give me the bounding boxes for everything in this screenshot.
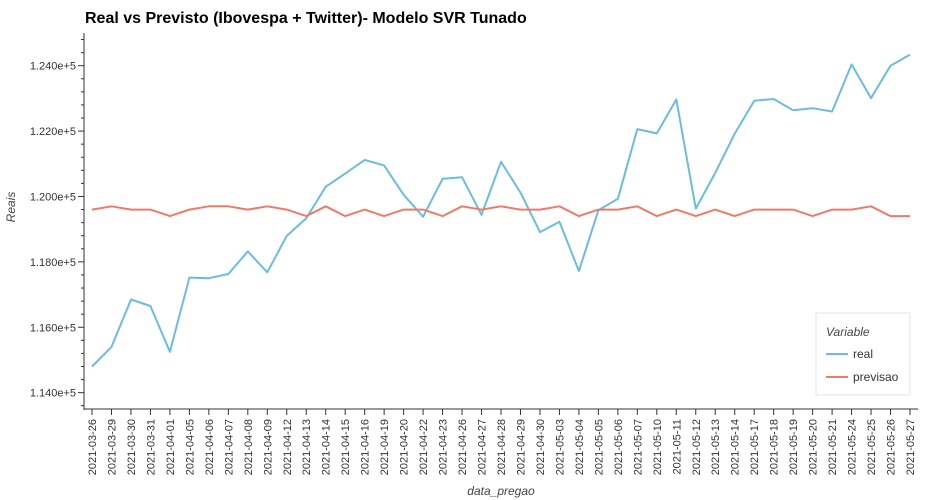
legend-label-previsao: previsao: [853, 370, 899, 384]
x-tick-label: 2021-05-04: [574, 419, 586, 475]
x-tick-label: 2021-04-30: [535, 419, 547, 475]
x-tick-label: 2021-05-14: [730, 419, 742, 475]
x-tick-label: 2021-05-25: [866, 419, 878, 475]
x-tick-label: 2021-04-29: [515, 419, 527, 475]
x-tick-label: 2021-05-03: [554, 419, 566, 475]
x-tick-label: 2021-04-06: [204, 419, 216, 475]
x-tick-label: 2021-05-07: [632, 419, 644, 475]
x-tick-label: 2021-04-05: [184, 419, 196, 475]
y-tick-label: 1.220e+5: [30, 126, 76, 138]
x-tick-label: 2021-04-20: [399, 419, 411, 475]
chart-title: Real vs Previsto (Ibovespa + Twitter)- M…: [85, 10, 527, 27]
x-tick-label: 2021-04-13: [301, 419, 313, 475]
x-tick-label: 2021-04-26: [457, 419, 469, 475]
x-tick-label: 2021-04-12: [282, 419, 294, 475]
x-tick-label: 2021-05-11: [671, 419, 683, 474]
x-tick-label: 2021-05-19: [788, 419, 800, 475]
series-line-previsao: [91, 205, 910, 218]
x-tick-label: 2021-05-05: [593, 419, 605, 475]
x-tick-label: 2021-04-14: [321, 419, 333, 475]
x-tick-label: 2021-03-26: [87, 419, 99, 475]
x-tick-label: 2021-03-30: [126, 419, 138, 475]
x-tick-label: 2021-05-26: [886, 419, 898, 475]
series-line-real: [91, 53, 911, 368]
x-tick-label: 2021-05-12: [691, 419, 703, 475]
x-tick-label: 2021-05-21: [827, 419, 839, 475]
x-tick-label: 2021-04-19: [379, 419, 391, 475]
y-axis-label: Reais: [4, 192, 18, 223]
y-tick-label: 1.140e+5: [30, 388, 76, 400]
x-axis: 2021-03-26 2021-03-29 2021-03-30 2021-03-31…: [84, 408, 918, 475]
y-tick-label: 1.240e+5: [30, 61, 76, 73]
x-tick-label: 2021-05-20: [808, 419, 820, 475]
x-tick-label: 2021-04-16: [360, 419, 372, 475]
legend-label-real: real: [853, 347, 873, 361]
y-tick-label: 1.200e+5: [30, 191, 76, 203]
x-tick-label: 2021-04-22: [418, 419, 430, 475]
x-tick-label: 2021-04-01: [165, 419, 177, 475]
y-tick-label: 1.160e+5: [30, 322, 76, 334]
x-tick-label: 2021-05-13: [710, 419, 722, 475]
x-tick-label: 2021-04-08: [243, 419, 255, 475]
x-tick-label: 2021-05-10: [652, 419, 664, 475]
x-tick-label: 2021-04-27: [477, 419, 489, 475]
x-tick-label: 2021-04-09: [262, 419, 274, 475]
x-tick-label: 2021-05-24: [847, 419, 859, 475]
x-tick-label: 2021-05-06: [613, 419, 625, 475]
x-tick-label: 2021-05-18: [769, 419, 781, 475]
x-tick-label: 2021-04-15: [340, 419, 352, 475]
x-tick-label: 2021-04-28: [496, 419, 508, 475]
legend: Variable real previsao: [815, 312, 911, 396]
x-tick-label: 2021-03-29: [106, 419, 118, 475]
x-tick-label: 2021-04-07: [223, 419, 235, 475]
x-tick-label: 2021-05-17: [749, 419, 761, 475]
x-tick-label: 2021-04-23: [438, 419, 450, 475]
y-axis: 1.140e+5 1.160e+5 1.180e+5 1.200e+5 1.220e+5…: [30, 33, 85, 410]
x-tick-label: 2021-05-27: [905, 419, 917, 475]
plot-area: [91, 53, 911, 368]
y-tick-label: 1.180e+5: [30, 257, 76, 269]
x-axis-label: data_pregao: [467, 484, 535, 498]
legend-title: Variable: [826, 325, 870, 339]
x-tick-label: 2021-03-31: [145, 419, 157, 475]
